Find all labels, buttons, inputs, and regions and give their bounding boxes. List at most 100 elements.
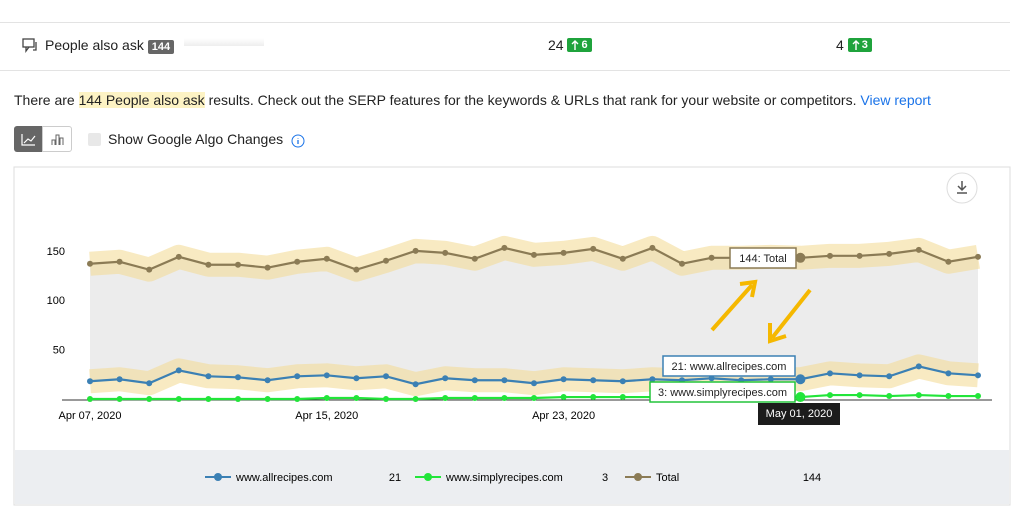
legend-dot <box>214 473 222 481</box>
data-point <box>442 395 449 402</box>
tooltip-text: 21: www.allrecipes.com <box>672 361 787 373</box>
data-point <box>501 395 508 402</box>
data-point <box>619 255 626 262</box>
metric: 4 3 <box>836 37 872 53</box>
data-point <box>649 244 656 251</box>
data-point <box>501 377 508 384</box>
data-point <box>945 393 952 400</box>
x-tick-label: Apr 07, 2020 <box>59 410 122 422</box>
data-point <box>442 375 449 382</box>
legend-label: www.allrecipes.com <box>235 472 333 484</box>
data-point <box>175 253 182 260</box>
view-report-link[interactable]: View report <box>860 92 931 108</box>
metric-value: 4 <box>836 37 844 53</box>
tooltip-box <box>729 247 797 269</box>
data-point <box>235 261 241 268</box>
data-point <box>590 394 597 401</box>
data-point <box>827 392 833 399</box>
data-point <box>708 375 715 382</box>
metric-change: 6 <box>567 38 592 52</box>
data-point <box>531 395 537 402</box>
legend-entry: www.allrecipes.com 21 <box>205 472 401 484</box>
data-point <box>856 392 863 399</box>
tooltip-box <box>662 355 796 377</box>
data-point <box>235 374 241 381</box>
data-point <box>383 257 389 264</box>
data-point <box>886 250 893 257</box>
data-point <box>795 374 806 385</box>
y-tick-label: 50 <box>53 345 65 357</box>
data-point <box>531 380 537 387</box>
data-point <box>323 255 330 262</box>
data-point <box>856 372 863 379</box>
redacted <box>184 38 264 46</box>
x-tick-label: Apr 23, 2020 <box>532 410 595 422</box>
tooltip-text: 3: www.simplyrecipes.com <box>658 387 787 399</box>
date-tooltip <box>758 403 840 425</box>
data-point <box>886 373 893 380</box>
data-point <box>412 247 419 254</box>
tooltip-box <box>649 381 796 403</box>
checkbox-label: Show Google Algo Changes <box>108 131 284 147</box>
feature-row: People also ask 144 <box>45 37 175 54</box>
data-point <box>264 264 271 271</box>
data-point <box>412 381 419 388</box>
desc-prefix: There are <box>14 92 75 108</box>
data-point <box>795 252 806 263</box>
data-point <box>471 255 478 262</box>
data-point <box>767 376 774 383</box>
divider <box>0 22 1010 23</box>
data-point <box>501 244 508 251</box>
description: There are 144 People also ask results. C… <box>14 92 931 108</box>
metric: 24 6 <box>548 37 592 53</box>
data-point <box>856 252 863 259</box>
line-view-button[interactable] <box>14 126 42 152</box>
annotation-arrow <box>710 283 754 332</box>
info-icon[interactable] <box>291 134 305 148</box>
data-point <box>945 370 952 377</box>
data-point <box>383 396 389 403</box>
date-tooltip-text: May 01, 2020 <box>766 408 833 420</box>
data-point <box>175 367 182 374</box>
legend-value: 3 <box>602 472 608 484</box>
data-point <box>235 396 241 403</box>
data-point <box>531 251 537 258</box>
legend-label: www.simplyrecipes.com <box>445 472 563 484</box>
data-point <box>827 370 833 377</box>
data-point <box>975 393 981 400</box>
data-point <box>827 252 833 259</box>
legend-value: 144 <box>803 472 821 484</box>
legend-dot <box>634 473 642 481</box>
data-point <box>175 396 182 403</box>
checkbox[interactable] <box>88 133 101 146</box>
x-tick-label: Apr 15, 2020 <box>295 410 358 422</box>
legend-area <box>15 450 1009 504</box>
legend-entry: Total 144 <box>625 472 821 484</box>
feature-count: 144 <box>147 40 175 54</box>
data-point <box>619 394 626 401</box>
data-point <box>323 372 330 379</box>
data-point <box>560 394 567 401</box>
data-point <box>679 260 685 267</box>
data-point <box>294 258 301 265</box>
change-value: 3 <box>861 39 868 51</box>
bar-view-button[interactable] <box>42 126 72 152</box>
data-point <box>294 396 301 403</box>
change-value: 6 <box>581 39 588 51</box>
data-point <box>146 266 153 273</box>
data-point <box>87 378 93 385</box>
data-point <box>116 396 123 403</box>
data-point <box>442 249 449 256</box>
metric-change: 3 <box>847 38 872 52</box>
legend-entry: www.simplyrecipes.com 3 <box>415 472 608 484</box>
data-point <box>708 254 715 261</box>
data-point <box>116 258 123 265</box>
data-point <box>353 266 360 273</box>
data-point <box>886 393 893 400</box>
tooltip-text: 144: Total <box>739 253 787 265</box>
data-point <box>294 373 301 380</box>
data-point <box>205 396 212 403</box>
annotation-arrow <box>770 288 812 340</box>
data-point <box>264 396 271 403</box>
